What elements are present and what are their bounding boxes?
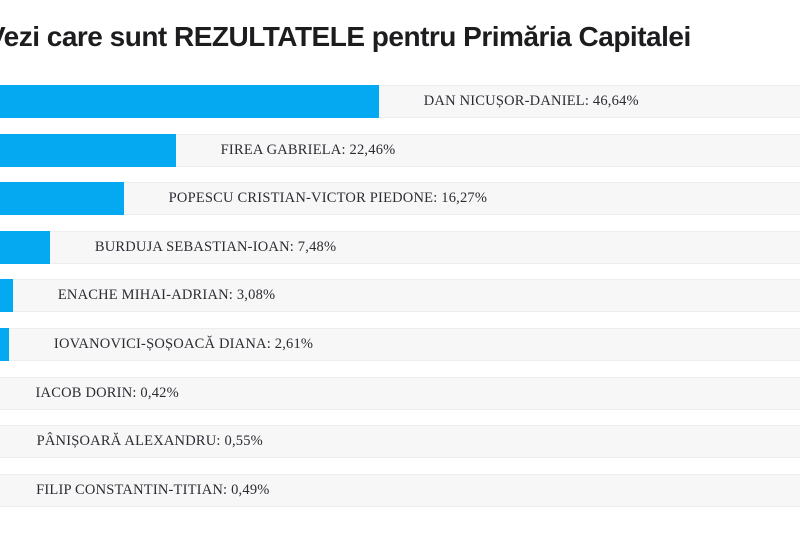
results-bar-chart: DAN NICUȘOR-DANIEL: 46,64% FIREA GABRIELA…	[0, 85, 800, 507]
result-label: FILIP CONSTANTIN-TITIAN: 0,49%	[36, 481, 270, 498]
result-row: DAN NICUȘOR-DANIEL: 46,64%	[0, 85, 800, 118]
result-row: FILIP CONSTANTIN-TITIAN: 0,49%	[0, 473, 800, 507]
result-bar	[0, 230, 50, 264]
result-label: IACOB DORIN: 0,42%	[35, 384, 179, 401]
result-bar	[0, 182, 124, 216]
result-row: BURDUJA SEBASTIAN-IOAN: 7,48%	[0, 230, 800, 264]
result-row: ENACHE MIHAI-ADRIAN: 3,08%	[0, 279, 800, 313]
result-bar	[0, 279, 13, 313]
result-label: FIREA GABRIELA: 22,46%	[220, 141, 396, 158]
result-label: DAN NICUȘOR-DANIEL: 46,64%	[423, 93, 639, 109]
page-title: Vezi care sunt REZULTATELE pentru Primăr…	[0, 21, 691, 52]
result-row: PÂNIȘOARĂ ALEXANDRU: 0,55%	[0, 425, 800, 459]
results-page: Vezi care sunt REZULTATELE pentru Primăr…	[0, 21, 800, 507]
result-label: PÂNIȘOARĂ ALEXANDRU: 0,55%	[36, 433, 263, 450]
result-row: IOVANOVICI-ȘOȘOACĂ DIANA: 2,61%	[0, 327, 800, 361]
result-row: POPESCU CRISTIAN-VICTOR PIEDONE: 16,27%	[0, 182, 800, 216]
result-label: IOVANOVICI-ȘOȘOACĂ DIANA: 2,61%	[53, 335, 314, 352]
result-row: FIREA GABRIELA: 22,46%	[0, 133, 800, 167]
result-label: POPESCU CRISTIAN-VICTOR PIEDONE: 16,27%	[168, 190, 488, 207]
result-label: BURDUJA SEBASTIAN-IOAN: 7,48%	[94, 238, 337, 255]
result-bar	[0, 85, 379, 118]
result-bar	[0, 327, 9, 361]
result-label: ENACHE MIHAI-ADRIAN: 3,08%	[57, 287, 276, 304]
result-bar	[0, 133, 176, 167]
result-row: IACOB DORIN: 0,42%	[0, 376, 800, 410]
